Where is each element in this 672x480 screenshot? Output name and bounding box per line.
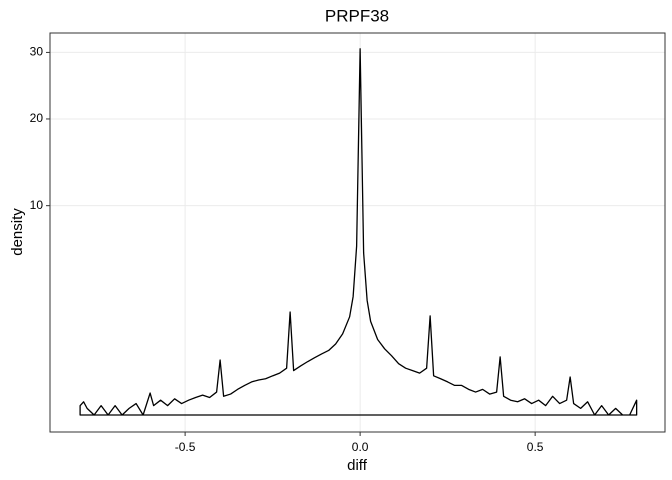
x-tick-label: -0.5 bbox=[175, 440, 196, 454]
y-axis-label: density bbox=[9, 208, 26, 256]
y-tick-label: 30 bbox=[30, 45, 44, 59]
x-axis-label: diff bbox=[347, 457, 368, 474]
y-tick-label: 20 bbox=[30, 111, 44, 125]
x-tick-label: 0.5 bbox=[527, 440, 544, 454]
x-tick-label: 0.0 bbox=[352, 440, 369, 454]
chart-title: PRPF38 bbox=[325, 6, 389, 25]
panel-border bbox=[49, 32, 666, 433]
density-curve bbox=[79, 48, 638, 416]
y-tick-label: 10 bbox=[30, 198, 44, 212]
